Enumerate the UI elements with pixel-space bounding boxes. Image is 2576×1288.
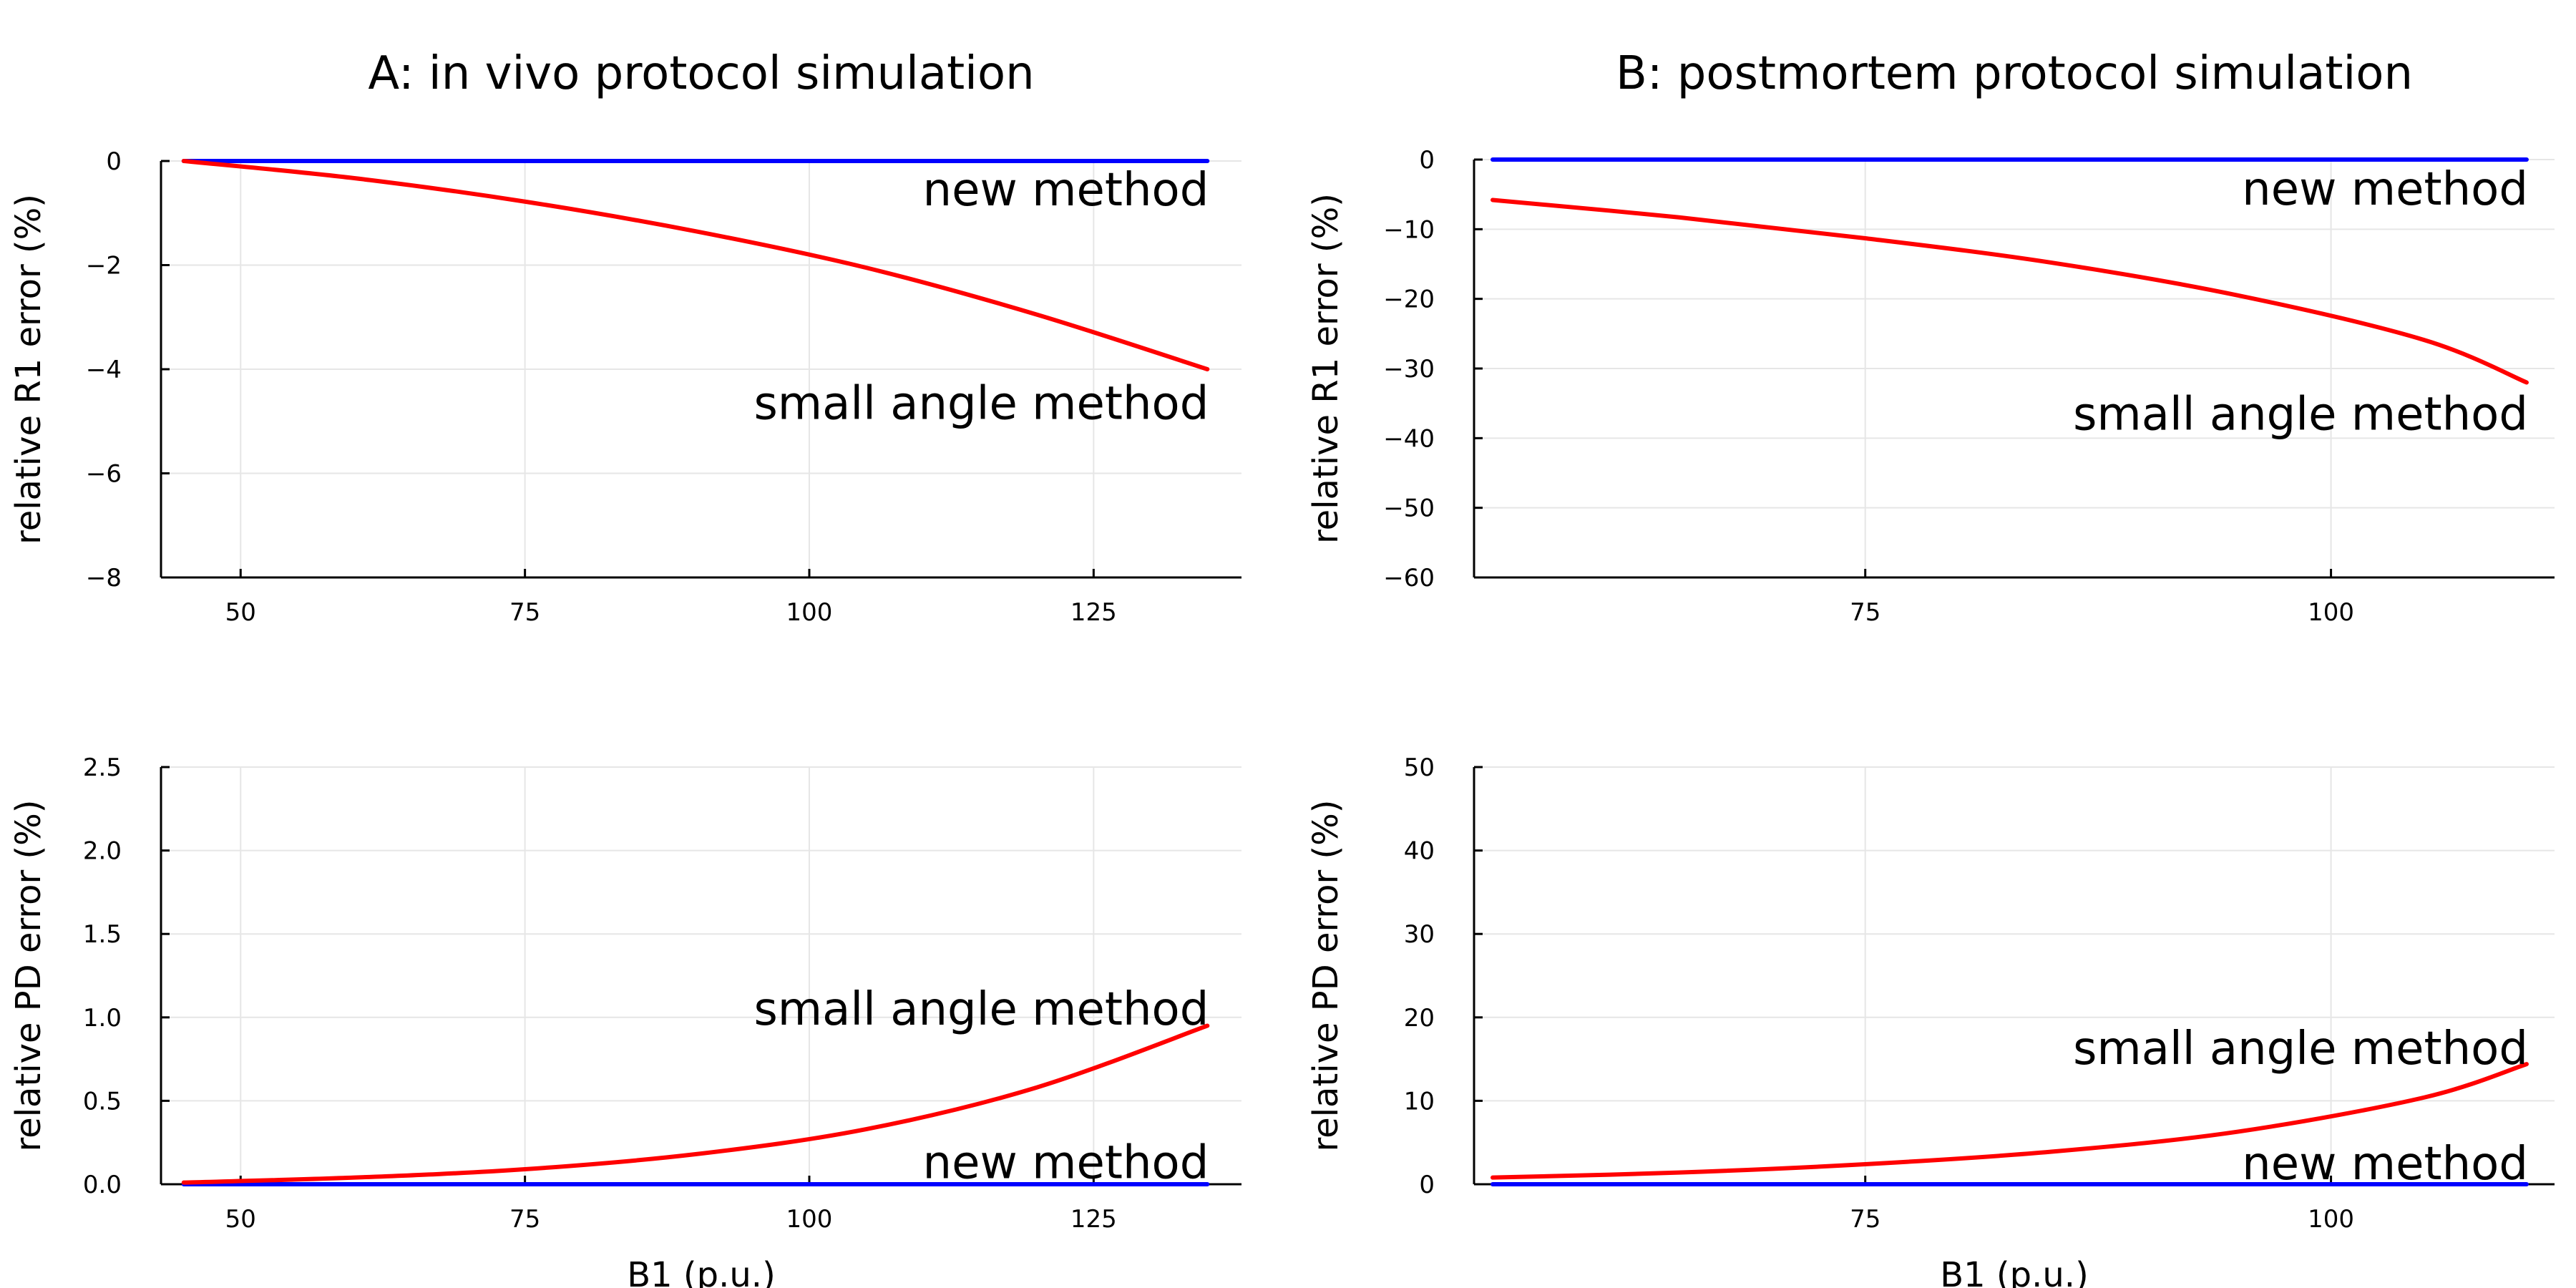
y-tick-label: 0 — [1419, 146, 1435, 175]
x-tick-label: 50 — [225, 1205, 256, 1234]
x-tick-label: 75 — [509, 1205, 540, 1234]
y-tick-label: 30 — [1404, 920, 1435, 949]
x-tick-label: 50 — [225, 598, 256, 627]
chart-panel-2: 50 75 100 125 0.0 0.5 1.0 1.5 2.0 2.5 relative PD … — [9, 753, 1241, 1288]
series-annotation: new method — [2242, 1138, 2528, 1191]
series-line-1 — [181, 159, 1210, 371]
y-tick-label: 1.5 — [83, 920, 122, 949]
y-tick-label: −4 — [86, 356, 122, 384]
series-annotation: small angle method — [2073, 1023, 2528, 1075]
y-tick-label: 2.5 — [83, 753, 122, 782]
series-line-1 — [181, 1023, 1210, 1185]
y-axis-label: relative R1 error (%) — [1306, 193, 1346, 544]
y-tick-label: 20 — [1404, 1004, 1435, 1033]
chart-panel-3: 75 100 0 10 20 30 40 50 relative PD error (%) B1 … — [1306, 753, 2555, 1288]
x-tick-label: 75 — [1850, 1205, 1880, 1234]
chart-panel-1: 75 100 −60 −50 −40 −30 −20 −10 0 B: postmortem pr… — [1306, 47, 2555, 627]
series-annotation: new method — [2242, 163, 2528, 216]
y-tick-label: 10 — [1404, 1087, 1435, 1116]
series-line-1 — [1491, 197, 2529, 385]
y-tick-label: −8 — [86, 564, 122, 592]
chart-title: B: postmortem protocol simulation — [1616, 47, 2413, 100]
series-annotation: new method — [923, 1137, 1209, 1190]
y-tick-label: 1.0 — [83, 1004, 122, 1033]
y-tick-label: 0 — [1419, 1171, 1435, 1199]
x-tick-label: 100 — [2308, 1205, 2354, 1234]
y-tick-label: −60 — [1383, 564, 1435, 592]
y-tick-label: −2 — [86, 252, 122, 280]
series-annotation: small angle method — [753, 377, 1209, 430]
y-axis-label: relative R1 error (%) — [9, 194, 49, 545]
y-tick-label: 2.0 — [83, 837, 122, 866]
x-tick-label: 100 — [786, 598, 833, 627]
x-axis-label: B1 (p.u.) — [627, 1255, 776, 1288]
x-tick-label: 125 — [1070, 1205, 1117, 1234]
y-tick-label: −50 — [1383, 494, 1435, 523]
x-tick-label: 75 — [1850, 598, 1880, 627]
series-annotation: small angle method — [2073, 388, 2528, 441]
y-axis-label: relative PD error (%) — [9, 800, 49, 1152]
y-tick-label: −20 — [1383, 286, 1435, 314]
y-axis-label: relative PD error (%) — [1306, 800, 1346, 1152]
x-tick-label: 125 — [1070, 598, 1117, 627]
y-tick-label: −40 — [1383, 424, 1435, 453]
y-tick-label: −30 — [1383, 355, 1435, 384]
y-tick-label: 40 — [1404, 837, 1435, 866]
chart-title: A: in vivo protocol simulation — [368, 47, 1034, 100]
x-tick-label: 100 — [786, 1205, 833, 1234]
y-tick-label: 0 — [106, 147, 122, 176]
x-axis-label: B1 (p.u.) — [1940, 1255, 2089, 1288]
series-line-1 — [1491, 1062, 2529, 1180]
x-tick-label: 100 — [2308, 598, 2354, 627]
y-tick-label: −6 — [86, 460, 122, 489]
y-tick-label: 50 — [1404, 753, 1435, 782]
series-annotation: small angle method — [753, 983, 1209, 1036]
y-tick-label: 0.5 — [83, 1087, 122, 1116]
y-tick-label: 0.0 — [83, 1171, 122, 1199]
x-tick-label: 75 — [509, 598, 540, 627]
y-tick-label: −10 — [1383, 215, 1435, 244]
series-annotation: new method — [923, 164, 1209, 217]
chart-panel-0: 50 75 100 125 −8 −6 −4 −2 0 A: in vivo protocol s… — [9, 47, 1241, 627]
